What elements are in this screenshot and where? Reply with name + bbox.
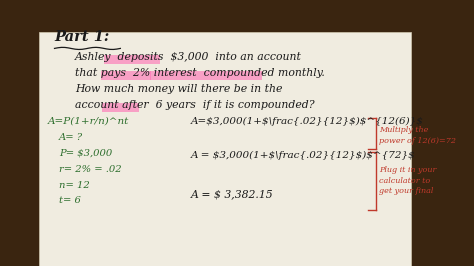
- Text: that pays  2% interest  compounded monthly.: that pays 2% interest compounded monthly…: [75, 68, 325, 78]
- Text: Ashley  deposits  $3,000  into an account: Ashley deposits $3,000 into an account: [75, 52, 302, 62]
- FancyBboxPatch shape: [150, 71, 262, 80]
- FancyBboxPatch shape: [101, 71, 151, 80]
- Text: How much money will there be in the: How much money will there be in the: [75, 84, 283, 94]
- Text: n= 12: n= 12: [59, 181, 90, 190]
- FancyBboxPatch shape: [38, 32, 411, 266]
- Text: t= 6: t= 6: [59, 197, 81, 206]
- Text: A= ?: A= ?: [59, 133, 83, 142]
- Text: A = $ 3,382.15: A = $ 3,382.15: [191, 189, 273, 199]
- Text: A=P(1+r/n)^nt: A=P(1+r/n)^nt: [48, 117, 129, 126]
- FancyBboxPatch shape: [104, 55, 160, 64]
- Text: A = $3,000(1+$\frac{.02}{12}$)$^{72}$: A = $3,000(1+$\frac{.02}{12}$)$^{72}$: [191, 151, 416, 160]
- Text: Part 1:: Part 1:: [55, 30, 110, 44]
- FancyBboxPatch shape: [102, 103, 138, 112]
- Text: A=$3,000(1+$\frac{.02}{12}$)$^{12(6)}$: A=$3,000(1+$\frac{.02}{12}$)$^{12(6)}$: [191, 117, 424, 126]
- Text: Plug it in your
calculator to
get your final: Plug it in your calculator to get your f…: [379, 167, 437, 195]
- Text: Multiply the
power of 12(6)=72: Multiply the power of 12(6)=72: [379, 126, 456, 145]
- Text: P= $3,000: P= $3,000: [59, 149, 112, 158]
- Text: r= 2% = .02: r= 2% = .02: [59, 165, 122, 174]
- Text: account after  6 years  if it is compounded?: account after 6 years if it is compounde…: [75, 100, 315, 110]
